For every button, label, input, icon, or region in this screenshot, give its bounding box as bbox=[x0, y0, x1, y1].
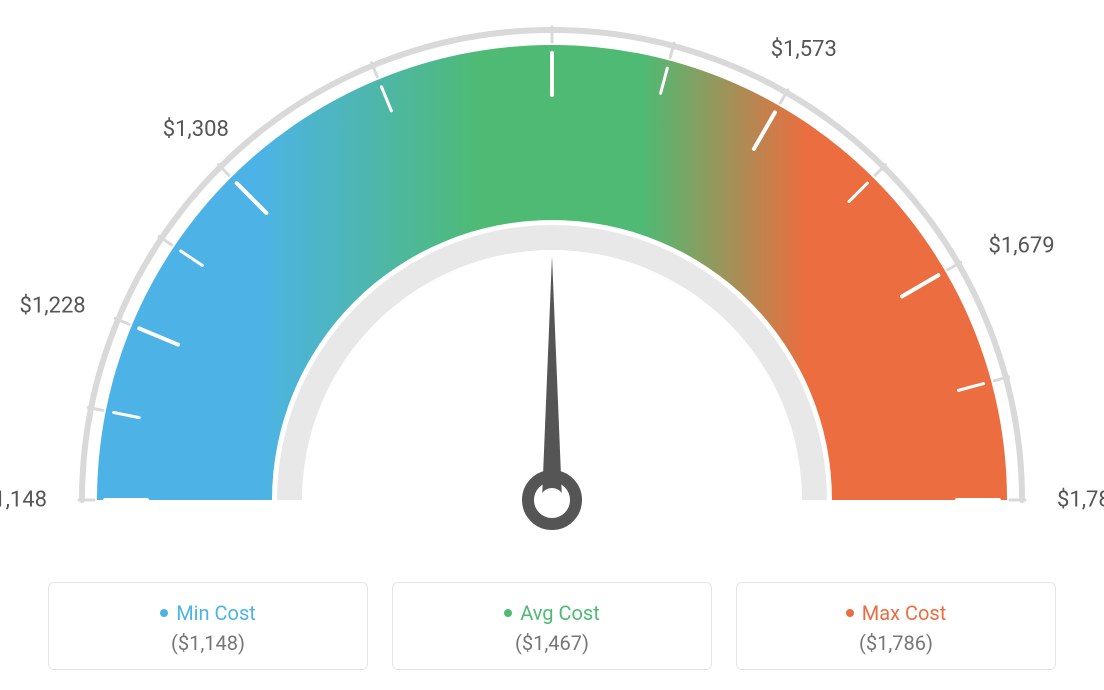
legend-label-min: Min Cost bbox=[176, 601, 256, 625]
gauge-area: $1,148$1,228$1,308$1,467$1,573$1,679$1,7… bbox=[0, 0, 1104, 540]
legend-card-min: Min Cost ($1,148) bbox=[48, 582, 368, 670]
legend-value-avg: ($1,467) bbox=[393, 631, 711, 655]
legend-value-min: ($1,148) bbox=[49, 631, 367, 655]
legend-title-avg: Avg Cost bbox=[393, 601, 711, 625]
cost-gauge-widget: $1,148$1,228$1,308$1,467$1,573$1,679$1,7… bbox=[0, 0, 1104, 690]
gauge-tick-label: $1,148 bbox=[0, 488, 47, 513]
legend-label-max: Max Cost bbox=[862, 601, 947, 625]
gauge-tick-label: $1,679 bbox=[989, 234, 1055, 259]
gauge-tick-label: $1,573 bbox=[771, 37, 837, 62]
legend-title-max: Max Cost bbox=[737, 601, 1055, 625]
legend-card-avg: Avg Cost ($1,467) bbox=[392, 582, 712, 670]
legend-row: Min Cost ($1,148) Avg Cost ($1,467) Max … bbox=[0, 582, 1104, 670]
gauge-svg bbox=[0, 0, 1104, 540]
legend-dot-min bbox=[160, 609, 168, 617]
gauge-tick-label: $1,228 bbox=[20, 294, 86, 319]
gauge-tick-label: $1,308 bbox=[163, 117, 229, 142]
legend-title-min: Min Cost bbox=[49, 601, 367, 625]
legend-dot-max bbox=[846, 609, 854, 617]
legend-value-max: ($1,786) bbox=[737, 631, 1055, 655]
legend-dot-avg bbox=[504, 609, 512, 617]
gauge-tick-label: $1,786 bbox=[1057, 488, 1104, 513]
legend-label-avg: Avg Cost bbox=[520, 601, 600, 625]
legend-card-max: Max Cost ($1,786) bbox=[736, 582, 1056, 670]
